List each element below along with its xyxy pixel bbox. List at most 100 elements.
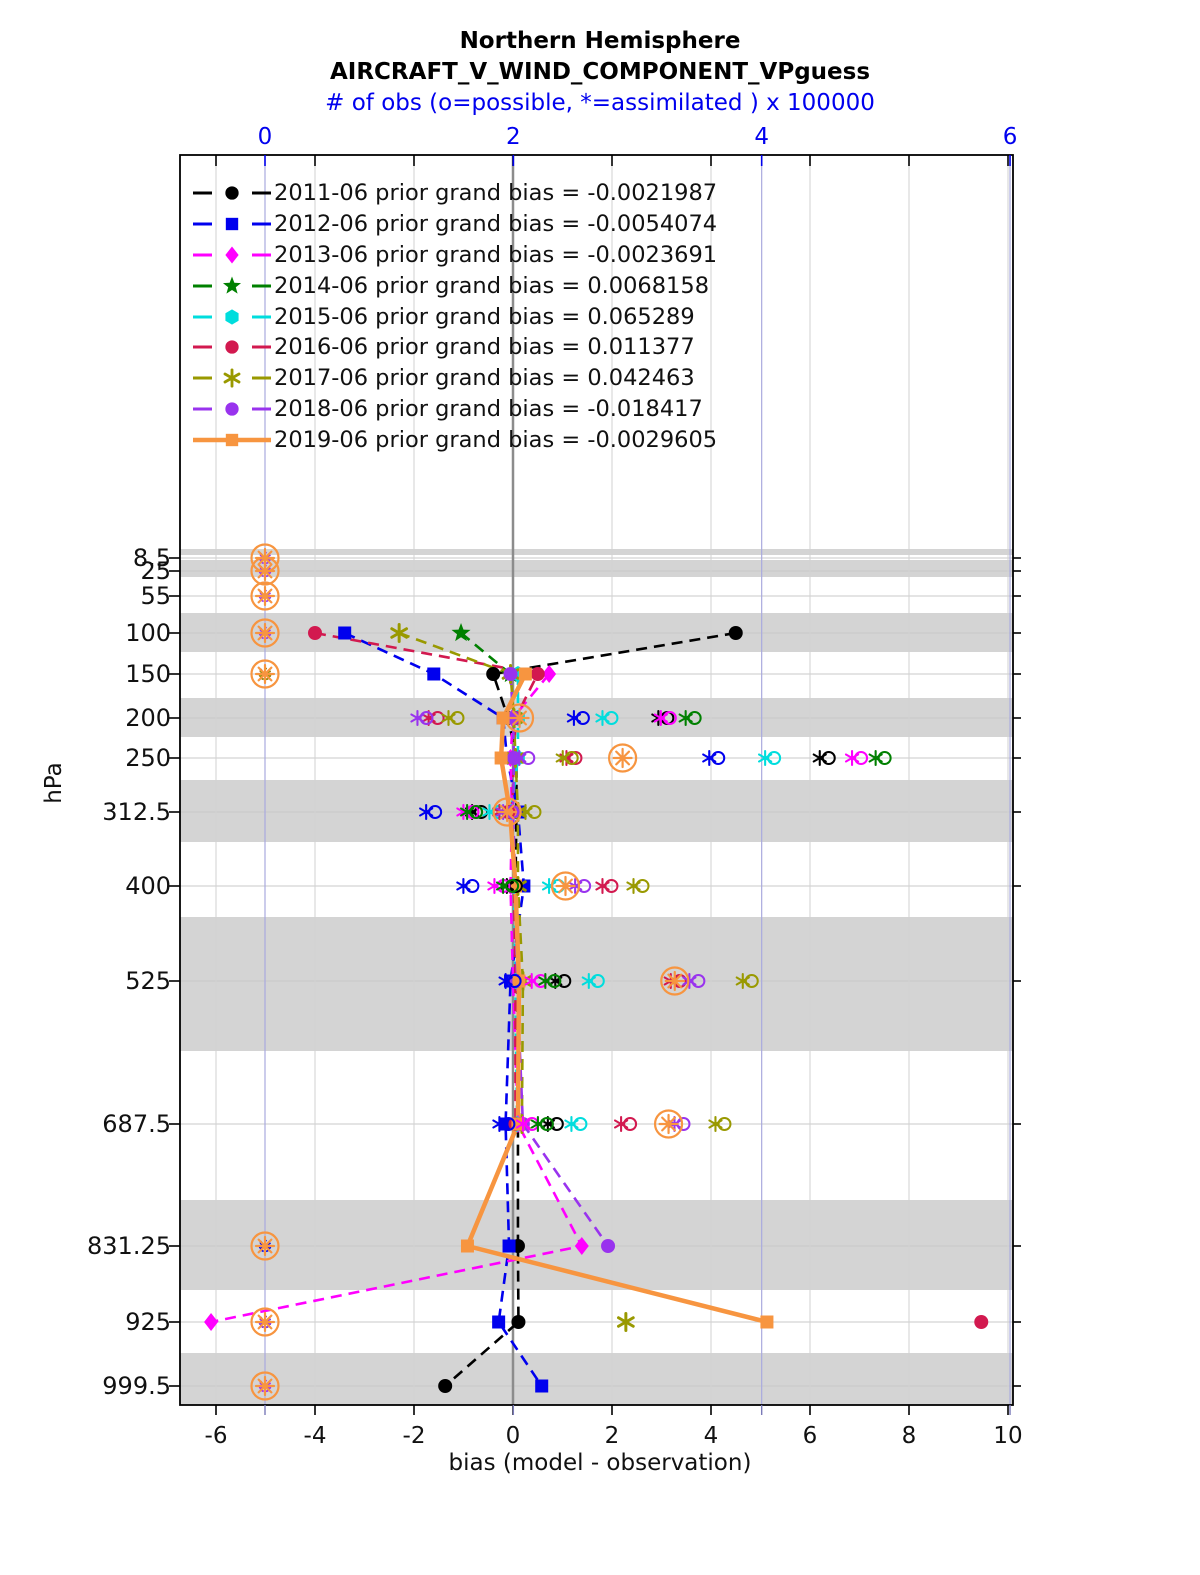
bias-marker-2019-06 [512, 974, 526, 988]
bias-marker-2019-06 [494, 751, 508, 765]
obs-marker-2017-06 [708, 1115, 732, 1133]
obs-marker-2013-06 [653, 709, 677, 727]
pressure-band [180, 549, 1013, 555]
obs-marker-2019-06 [250, 1371, 280, 1401]
pressure-tick-label: 925 [125, 1308, 171, 1336]
bias-marker-2011-06 [728, 626, 743, 640]
obs-axis-subtitle: # of obs (o=possible, *=assimilated ) x … [325, 90, 875, 116]
pressure-tick-label: 8.5 [133, 544, 171, 572]
obs-marker-2019-06 [653, 1109, 684, 1139]
bias-tick-label: 4 [704, 1423, 719, 1449]
pressure-band [180, 780, 1013, 842]
obs-marker-2015-06 [564, 1115, 588, 1133]
legend-label: 2017-06 prior grand bias = 0.042463 [274, 365, 695, 392]
obs-marker-2019-06 [250, 581, 280, 611]
pressure-band [180, 1353, 1013, 1405]
obs-marker-2015-06 [595, 709, 619, 727]
legend-sample-2015-06 [193, 308, 271, 325]
legend-item-2014-06: 2014-06 prior grand bias = 0.0068158 [193, 270, 717, 301]
obs-marker-2015-06 [758, 749, 782, 767]
legend-sample-2012-06 [193, 218, 271, 231]
pressure-tick-label: 250 [125, 744, 171, 772]
obs-marker-2012-06 [498, 972, 522, 990]
bias-marker-2016-06 [530, 667, 545, 681]
obs-marker-2016-06 [595, 877, 619, 895]
obs-marker-2018-06 [410, 709, 434, 727]
obs-marker-2014-06 [530, 1115, 554, 1133]
bias-marker-2019-06 [518, 667, 532, 681]
obs-marker-2015-06 [581, 972, 605, 990]
obs-marker-2014-06 [460, 803, 484, 821]
obs-marker-2019-06 [250, 556, 280, 586]
obs-marker-2011-06 [812, 749, 836, 767]
bias-tick-label: -2 [403, 1423, 426, 1449]
obs-marker-2012-06 [702, 749, 726, 767]
legend-sample-2017-06 [193, 368, 271, 388]
obs-marker-2012-06 [419, 803, 443, 821]
legend-label: 2016-06 prior grand bias = 0.011377 [274, 334, 695, 361]
legend-sample-2019-06 [193, 433, 271, 446]
obs-tick-label: 4 [754, 124, 769, 150]
legend-item-2016-06: 2016-06 prior grand bias = 0.011377 [193, 332, 717, 363]
legend-label: 2011-06 prior grand bias = -0.0021987 [274, 180, 718, 207]
obs-tick-label: 2 [506, 124, 521, 150]
bias-tick-label: 8 [902, 1423, 917, 1449]
obs-marker-2014-06 [496, 877, 520, 895]
bias-axis-label: bias (model - observation) [448, 1450, 752, 1476]
bias-marker-2019-06 [511, 1117, 525, 1131]
legend-item-2019-06: 2019-06 prior grand bias = -0.0029605 [193, 424, 717, 455]
pressure-tick-label: 55 [140, 582, 171, 610]
bias-tick-label: -4 [304, 1423, 327, 1449]
bias-tick-label: 6 [803, 1423, 818, 1449]
legend-item-2017-06: 2017-06 prior grand bias = 0.042463 [193, 363, 717, 394]
bias-marker-2014-06 [451, 623, 471, 642]
legend-item-2012-06: 2012-06 prior grand bias = -0.0054074 [193, 209, 717, 240]
obs-marker-2013-06 [515, 1115, 539, 1133]
bias-tick-label: 2 [605, 1423, 620, 1449]
bias-marker-2017-06 [390, 623, 409, 643]
obs-marker-2018-06 [512, 749, 536, 767]
pressure-tick-label: 831.25 [87, 1232, 171, 1260]
obs-tick-label: 0 [258, 124, 273, 150]
legend-item-2013-06: 2013-06 prior grand bias = -0.0023691 [193, 240, 717, 271]
legend-item-2011-06: 2011-06 prior grand bias = -0.0021987 [193, 178, 717, 209]
bias-marker-2018-06 [503, 667, 518, 681]
obs-marker-2012-06 [566, 709, 590, 727]
chart-title-line2: AIRCRAFT_V_WIND_COMPONENT_VPguess [329, 59, 871, 85]
legend-sample-2013-06 [193, 246, 271, 264]
bias-marker-2012-06 [492, 1315, 506, 1329]
bias-marker-2011-06 [438, 1379, 453, 1393]
obs-marker-2014-06 [868, 749, 892, 767]
obs-marker-2013-06 [524, 972, 548, 990]
bias-marker-2018-06 [601, 1239, 616, 1253]
obs-marker-2017-06 [626, 877, 650, 895]
obs-marker-2019-06 [250, 659, 280, 689]
pressure-band [180, 560, 1013, 577]
obs-marker-2014-06 [678, 709, 702, 727]
bias-tick-label: 0 [506, 1423, 521, 1449]
pressure-tick-label: 200 [125, 704, 171, 732]
bias-marker-2011-06 [486, 667, 501, 681]
chart-title-line1: Northern Hemisphere [459, 28, 741, 54]
pressure-tick-label: 150 [125, 660, 171, 688]
legend-sample-2014-06 [193, 276, 271, 294]
pressure-band [180, 1200, 1013, 1290]
obs-marker-2012-06 [456, 877, 480, 895]
pressure-axis-label: hPa [41, 762, 67, 804]
pressure-tick-label: 400 [125, 872, 171, 900]
bias-tick-label: 10 [993, 1423, 1022, 1449]
legend-item-2018-06: 2018-06 prior grand bias = -0.018417 [193, 394, 717, 425]
obs-marker-2013-06 [844, 749, 869, 767]
bias-marker-2013-06 [204, 1313, 219, 1331]
obs-tick-label: 6 [1003, 124, 1018, 150]
legend-label: 2013-06 prior grand bias = -0.0023691 [274, 241, 718, 268]
legend-label: 2015-06 prior grand bias = 0.065289 [274, 303, 695, 330]
legend-sample-2011-06 [193, 186, 271, 201]
bias-marker-2012-06 [427, 667, 441, 681]
obs-marker-2019-06 [250, 1231, 280, 1261]
bias-marker-2017-06 [616, 1312, 635, 1332]
bias-line-2014-06 [460, 631, 512, 676]
bias-marker-2012-06 [338, 626, 352, 640]
